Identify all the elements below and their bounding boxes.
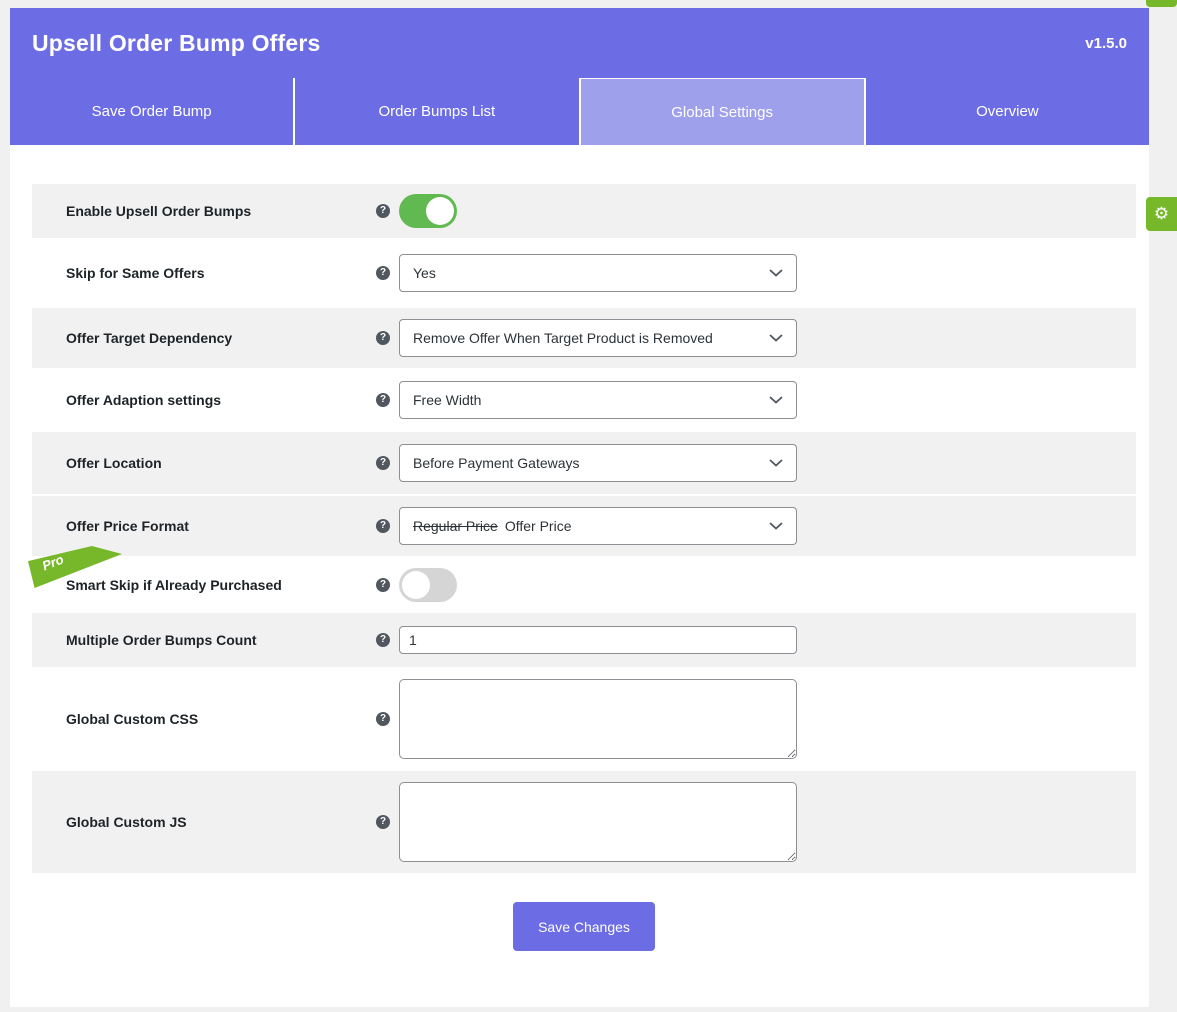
setting-label: Global Custom JS	[66, 814, 187, 830]
help-icon[interactable]: ?	[376, 393, 390, 407]
setting-control: Regular Price Offer Price	[399, 507, 797, 545]
setting-label: Multiple Order Bumps Count	[66, 632, 257, 648]
chevron-down-icon	[769, 522, 783, 530]
offer-adaption-select[interactable]: Free Width	[399, 381, 797, 419]
enable-order-bumps-toggle[interactable]	[399, 194, 457, 228]
setting-row-enable-order-bumps: Enable Upsell Order Bumps ?	[32, 184, 1136, 240]
chevron-down-icon	[769, 269, 783, 277]
chevron-down-icon	[769, 334, 783, 342]
setting-control: Remove Offer When Target Product is Remo…	[399, 319, 797, 357]
setting-label: Offer Location	[66, 455, 162, 471]
select-value: Free Width	[413, 392, 482, 408]
help-icon[interactable]: ?	[376, 519, 390, 533]
setting-row-order-bumps-count: Multiple Order Bumps Count ?	[32, 613, 1136, 669]
setting-row-offer-location: Offer Location ? Before Payment Gateways	[32, 432, 1136, 496]
help-icon[interactable]: ?	[376, 633, 390, 647]
setting-label: Skip for Same Offers	[66, 265, 205, 281]
select-value: Offer Price	[504, 518, 572, 534]
global-custom-js-textarea[interactable]	[399, 782, 797, 862]
setting-control	[399, 679, 797, 759]
setting-label: Enable Upsell Order Bumps	[66, 203, 252, 219]
tab-save-order-bump[interactable]: Save Order Bump	[91, 103, 212, 120]
help-icon[interactable]: ?	[376, 331, 390, 345]
setting-control	[399, 626, 797, 654]
offer-price-format-select[interactable]: Regular Price Offer Price	[399, 507, 797, 545]
setting-label: Offer Adaption settings	[66, 392, 222, 408]
tab-bar: Save Order Bump Order Bumps List Global …	[10, 78, 1149, 145]
setting-row-offer-adaption: Offer Adaption settings ? Free Width	[32, 370, 1136, 432]
chevron-down-icon	[769, 396, 783, 404]
help-icon[interactable]: ?	[376, 204, 390, 218]
setting-label: Offer Target Dependency	[66, 330, 233, 346]
help-icon[interactable]: ?	[376, 456, 390, 470]
global-custom-css-textarea[interactable]	[399, 679, 797, 759]
top-right-green-tab	[1146, 0, 1177, 7]
help-icon[interactable]: ?	[376, 577, 390, 592]
setting-control	[399, 567, 797, 602]
setting-label: Smart Skip if Already Purchased	[66, 576, 282, 593]
offer-target-dependency-select[interactable]: Remove Offer When Target Product is Remo…	[399, 319, 797, 357]
setting-row-offer-price-format: Offer Price Format ? Regular Price Offer…	[32, 496, 1136, 558]
save-changes-button[interactable]: Save Changes	[513, 902, 655, 951]
multiple-order-bumps-count-input[interactable]	[399, 626, 797, 654]
select-value: Before Payment Gateways	[413, 455, 580, 471]
gear-icon: ⚙	[1153, 204, 1170, 223]
setting-row-global-custom-css: Global Custom CSS ?	[32, 669, 1136, 771]
setting-control: Before Payment Gateways	[399, 444, 797, 482]
page-title: Upsell Order Bump Offers	[32, 29, 321, 56]
version-badge: v1.5.0	[1085, 34, 1127, 52]
setting-control	[399, 194, 797, 228]
header-top: Upsell Order Bump Offers v1.5.0	[10, 8, 1149, 78]
tab-overview[interactable]: Overview	[863, 78, 1149, 145]
help-icon[interactable]: ?	[376, 712, 390, 726]
tab-global-settings[interactable]: Global Settings	[578, 78, 864, 145]
setting-row-offer-target-dependency: Offer Target Dependency ? Remove Offer W…	[32, 308, 1136, 370]
toggle-knob	[402, 570, 430, 599]
offer-location-select[interactable]: Before Payment Gateways	[399, 444, 797, 482]
setting-label: Offer Price Format	[66, 518, 189, 534]
tab-order-bumps-list[interactable]: Order Bumps List	[293, 78, 578, 145]
setting-control: Free Width	[399, 381, 797, 419]
settings-table: Enable Upsell Order Bumps ? Skip for Sam…	[28, 184, 1136, 875]
setting-row-global-custom-js: Global Custom JS ?	[32, 771, 1136, 875]
skip-same-offers-select[interactable]: Yes	[399, 254, 797, 292]
footer: Save Changes	[32, 902, 1136, 951]
setting-control: Yes	[399, 254, 797, 292]
setting-row-skip-same-offers: Skip for Same Offers ? Yes	[32, 240, 1136, 308]
select-value: Yes	[413, 265, 436, 281]
toggle-knob	[426, 197, 454, 225]
select-value: Remove Offer When Target Product is Remo…	[413, 330, 713, 346]
setting-row-smart-skip: Pro Smart Skip if Already Purchased ?	[28, 546, 1136, 613]
help-icon[interactable]: ?	[376, 815, 390, 829]
help-icon[interactable]: ?	[376, 266, 390, 280]
smart-skip-toggle[interactable]	[399, 567, 457, 602]
chevron-down-icon	[769, 459, 783, 467]
setting-label: Global Custom CSS	[66, 711, 199, 727]
plugin-panel: Upsell Order Bump Offers v1.5.0 Save Ord…	[10, 8, 1149, 1007]
settings-gear-button[interactable]: ⚙	[1146, 197, 1177, 231]
setting-control	[399, 782, 797, 862]
header: Upsell Order Bump Offers v1.5.0 Save Ord…	[10, 8, 1149, 145]
select-value-strikethrough: Regular Price	[413, 518, 498, 534]
